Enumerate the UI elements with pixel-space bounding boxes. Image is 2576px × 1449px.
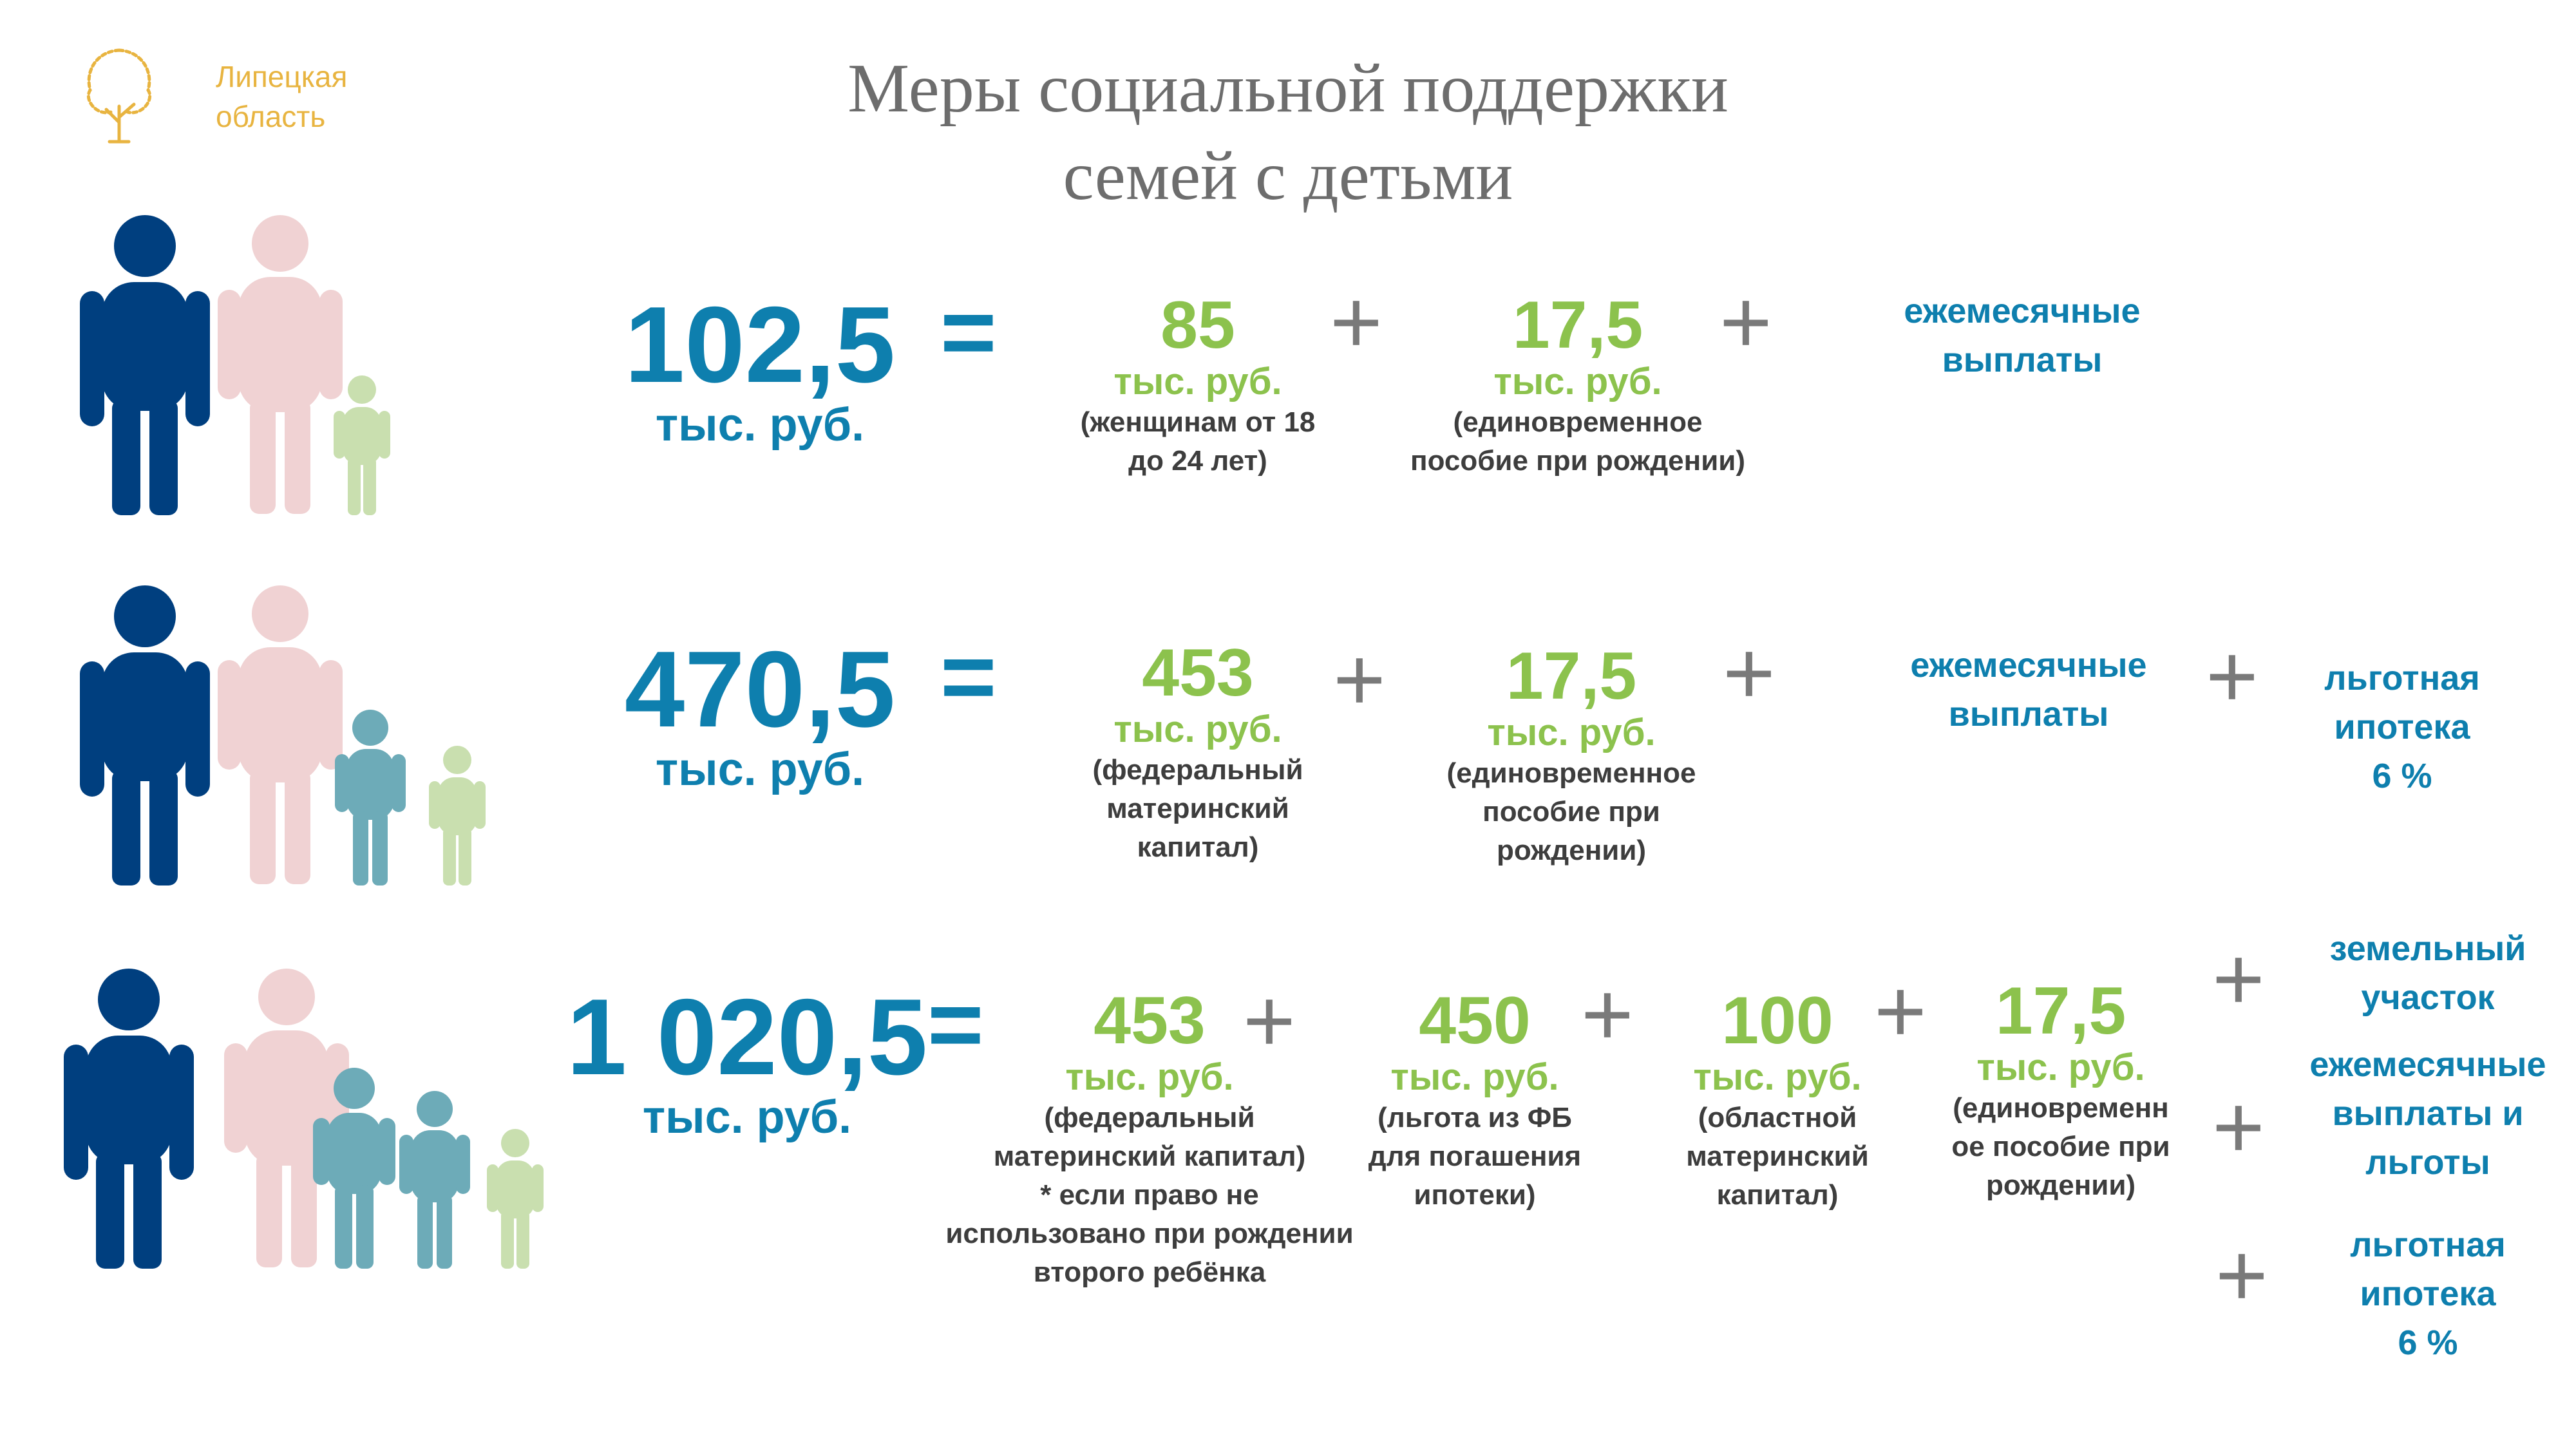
page-title-line2: семей с детьми bbox=[1063, 138, 1513, 214]
row3-item3-unit: тыс. руб. bbox=[1693, 1056, 1862, 1098]
row1-equals-sign: = bbox=[940, 278, 997, 386]
row2-item2-value: 17,5 bbox=[1506, 639, 1637, 714]
row1-item1-unit: тыс. руб. bbox=[1113, 361, 1282, 402]
row3-item1-value: 453 bbox=[1094, 983, 1206, 1058]
row2-item1-unit: тыс. руб. bbox=[1113, 708, 1282, 750]
row3-plus-4: + bbox=[2212, 928, 2265, 1029]
mother-figure-icon bbox=[218, 585, 343, 884]
child-figure-icon bbox=[399, 1091, 470, 1269]
row3-item4-value: 17,5 bbox=[1995, 974, 2126, 1048]
row2-item2-unit: тыс. руб. bbox=[1487, 712, 1656, 753]
row3-item3-note: (областной материнский капитал) bbox=[1686, 1102, 1869, 1211]
region-logo-icon bbox=[86, 48, 152, 144]
father-figure-icon bbox=[64, 969, 194, 1269]
father-figure-icon bbox=[80, 585, 210, 886]
row1-item1-note: (женщинам от 18 до 24 лет) bbox=[1080, 406, 1316, 477]
row1-total-value: 102,5 bbox=[624, 284, 896, 405]
row3-item2-unit: тыс. руб. bbox=[1390, 1056, 1559, 1098]
row1-plus-2: + bbox=[1719, 271, 1772, 372]
row3-plus-5: + bbox=[2212, 1076, 2265, 1177]
row3-plus-3: + bbox=[1874, 960, 1927, 1061]
row3-total: 1 020,5 тыс. руб. bbox=[554, 982, 940, 1143]
row1-total-unit: тыс. руб. bbox=[655, 399, 865, 451]
row3-plus-1: + bbox=[1243, 970, 1296, 1071]
row3-extra-preferential-mortgage: льготная ипотека 6 % bbox=[2350, 1226, 2506, 1362]
row3-item-1: 453 тыс. руб. (федеральный материнский к… bbox=[940, 985, 1359, 1292]
child-figure-icon bbox=[429, 746, 486, 886]
row1-item2-unit: тыс. руб. bbox=[1493, 361, 1662, 402]
father-figure-icon bbox=[80, 215, 210, 515]
mother-figure-icon bbox=[224, 969, 349, 1267]
row2-item2-note: (единовременное пособие при рождении) bbox=[1446, 757, 1696, 866]
row1-item2-note: (единовременное пособие при рождении) bbox=[1410, 406, 1745, 477]
child-figure-icon bbox=[335, 710, 406, 886]
row1-item1-value: 85 bbox=[1160, 288, 1235, 363]
row3-item-2: 450 тыс. руб. (льгота из ФБ для погашени… bbox=[1346, 985, 1604, 1215]
row3-plus-2: + bbox=[1581, 963, 1634, 1065]
child-figure-icon bbox=[334, 375, 390, 515]
page-title-line1: Меры социальной поддержки bbox=[848, 50, 1728, 127]
region-name-line1: Липецкая bbox=[216, 60, 348, 93]
row3-total-unit: тыс. руб. bbox=[642, 1092, 852, 1143]
row3-item-4: 17,5 тыс. руб. (единовременн ое пособие … bbox=[1938, 976, 2183, 1205]
row2-extra-monthly-payments: ежемесячные выплаты bbox=[1910, 646, 2147, 734]
mother-figure-icon bbox=[218, 215, 343, 514]
row1-item-1: 85 тыс. руб. (женщинам от 18 до 24 лет) bbox=[1030, 290, 1365, 480]
row1-item-2: 17,5 тыс. руб. (единовременное пособие п… bbox=[1378, 290, 1777, 480]
child-figure-icon bbox=[487, 1129, 544, 1269]
row2-plus-3: + bbox=[2206, 625, 2259, 726]
family-three-children-icon bbox=[64, 969, 544, 1269]
row2-total-value: 470,5 bbox=[624, 629, 896, 750]
row2-item-1: 453 тыс. руб. (федеральный материнский к… bbox=[1030, 638, 1365, 867]
row2-item1-note: (федеральный материнский капитал) bbox=[1092, 754, 1303, 863]
row1-total: 102,5 тыс. руб. bbox=[592, 290, 927, 451]
row3-extra-monthly-payments: ежемесячные выплаты и льготы bbox=[2309, 1045, 2546, 1182]
page-title: Меры социальной поддержки семей с детьми bbox=[644, 45, 1932, 220]
row1-plus-1: + bbox=[1330, 271, 1383, 372]
row2-item-2: 17,5 тыс. руб. (единовременное пособие п… bbox=[1378, 641, 1765, 870]
row2-total-unit: тыс. руб. bbox=[655, 744, 865, 795]
row3-item2-note: (льгота из ФБ для погашения ипотеки) bbox=[1368, 1102, 1582, 1211]
family-one-child-icon bbox=[80, 215, 390, 515]
row2-total: 470,5 тыс. руб. bbox=[592, 634, 927, 795]
row3-item4-unit: тыс. руб. bbox=[1976, 1046, 2145, 1088]
row2-extra-preferential-mortgage: льготная ипотека 6 % bbox=[2324, 659, 2480, 795]
row1-item2-value: 17,5 bbox=[1512, 288, 1643, 363]
family-two-children-icon bbox=[80, 585, 486, 886]
row2-item1-value: 453 bbox=[1142, 636, 1254, 710]
row3-item4-note: (единовременн ое пособие при рождении) bbox=[1951, 1092, 2170, 1201]
row2-plus-2: + bbox=[1723, 622, 1776, 723]
row3-item2-value: 450 bbox=[1419, 983, 1531, 1058]
row3-extra-land-plot: земельный участок bbox=[2329, 929, 2526, 1017]
row3-item3-value: 100 bbox=[1721, 983, 1833, 1058]
row2-plus-1: + bbox=[1333, 629, 1386, 730]
row1-extra-monthly-payments: ежемесячные выплаты bbox=[1904, 292, 2141, 379]
row3-item1-unit: тыс. руб. bbox=[1065, 1056, 1234, 1098]
region-name-line2: область bbox=[216, 100, 326, 133]
child-figure-icon bbox=[313, 1068, 395, 1269]
row3-item1-note: (федеральный материнский капитал) * если… bbox=[945, 1102, 1354, 1288]
row3-total-value: 1 020,5 bbox=[566, 976, 928, 1097]
row3-plus-6: + bbox=[2215, 1224, 2268, 1325]
row3-equals-sign: = bbox=[927, 970, 984, 1078]
row2-equals-sign: = bbox=[940, 622, 997, 730]
row3-item-3: 100 тыс. руб. (областной материнский кап… bbox=[1662, 985, 1893, 1215]
region-name: Липецкая область bbox=[216, 57, 347, 137]
